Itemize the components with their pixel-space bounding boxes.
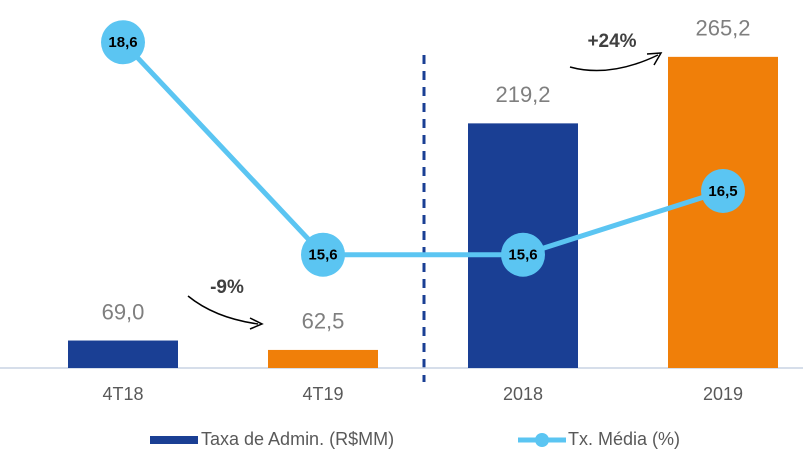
legend-swatch: [535, 433, 549, 447]
line-point: [301, 232, 345, 277]
value-label: 62,5: [302, 309, 345, 334]
x-tick-label: 2018: [503, 384, 543, 404]
line-point: [501, 232, 545, 277]
annotation: +24%: [587, 31, 636, 52]
legend-swatch: [150, 436, 198, 444]
value-label: 219,2: [495, 82, 550, 107]
bar: [68, 340, 178, 368]
point-label: 16,5: [708, 183, 737, 200]
line-point: [701, 168, 745, 213]
arrow: [569, 54, 659, 72]
bar: [268, 349, 378, 368]
point-label: 15,6: [508, 247, 537, 264]
point-label: 18,6: [108, 34, 137, 51]
x-tick-label: 2019: [703, 384, 743, 404]
arrow-head: [249, 317, 264, 330]
line-point: [101, 20, 145, 65]
value-label: 265,2: [695, 16, 750, 41]
legend-label: Tx. Média (%): [568, 429, 680, 449]
line: [121, 40, 724, 258]
arrow-head: [646, 52, 663, 66]
annotation: -9%: [210, 277, 244, 298]
x-tick-label: 4T18: [102, 384, 143, 404]
x-tick-label: 4T19: [302, 384, 343, 404]
value-label: 69,0: [102, 299, 145, 324]
arrow: [187, 295, 259, 325]
legend-label: Taxa de Admin. (R$MM): [201, 429, 394, 449]
point-label: 15,6: [308, 247, 337, 264]
